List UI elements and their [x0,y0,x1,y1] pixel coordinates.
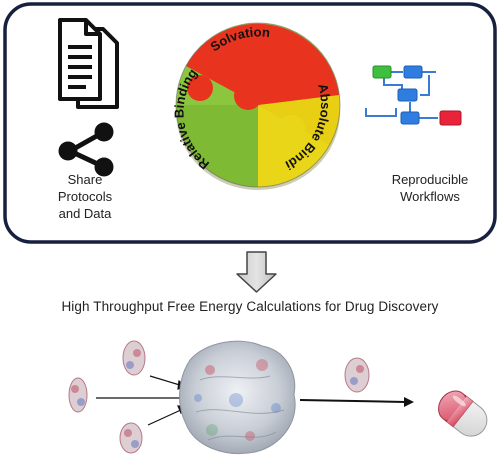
solvation-piece [186,23,339,106]
document-icon [58,18,119,109]
headline: High Throughput Free Energy Calculations… [61,299,439,314]
workflows-caption-line: Workflows [400,189,460,204]
share-caption-line: Protocols [57,189,113,204]
share-caption-line: Share [67,172,103,187]
puzzle-disk [175,22,341,190]
ligand-icon [68,340,370,454]
share-caption-line: and Data [58,206,112,221]
binding-arrows [96,375,189,426]
result-arrow [299,397,414,407]
down-arrow-icon [236,251,277,293]
workflow-icon [365,65,462,126]
share-icon [58,122,114,177]
pill-icon [438,390,488,437]
protein-icon [179,340,296,455]
workflows-caption: Reproducible Workflows [370,171,490,205]
workflows-caption-line: Reproducible [391,172,469,187]
share-caption: Share Protocols and Data [40,171,130,222]
